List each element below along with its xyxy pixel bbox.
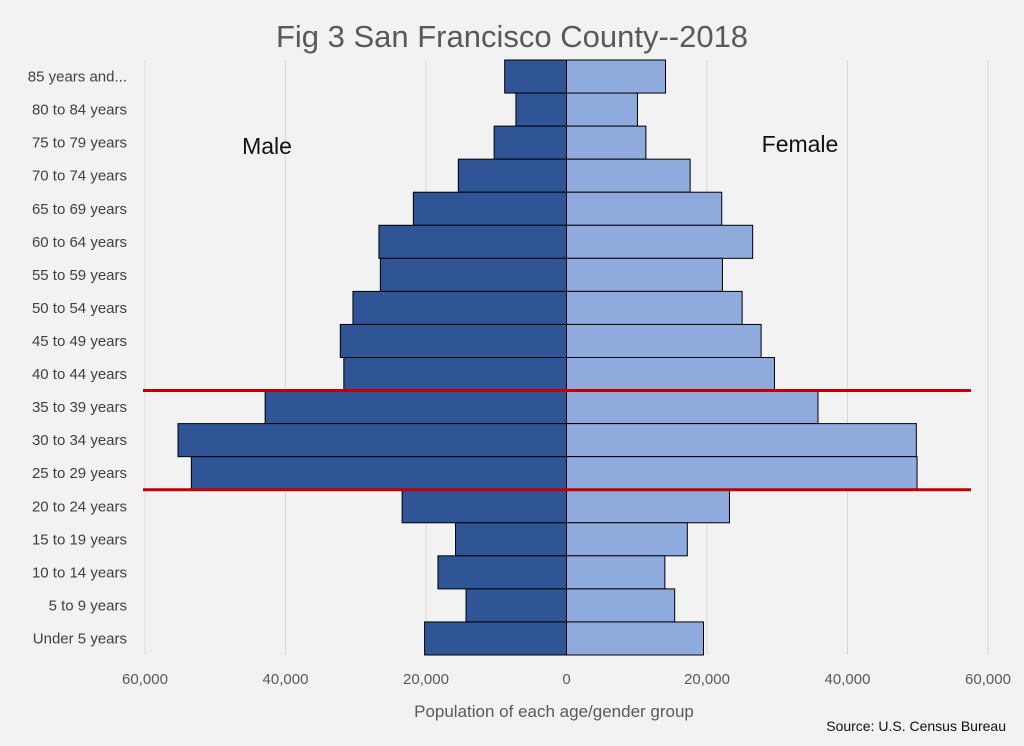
bar-female	[566, 588, 676, 623]
bar-male	[457, 158, 567, 193]
bar-male	[437, 555, 567, 590]
bar-female	[566, 59, 667, 94]
bar-male	[412, 191, 568, 226]
category-label: 15 to 19 years	[32, 531, 127, 548]
category-label: 60 to 64 years	[32, 234, 127, 251]
category-label: 10 to 14 years	[32, 564, 127, 581]
category-label: 70 to 74 years	[32, 168, 127, 185]
highlight-lines	[143, 389, 971, 492]
category-label: 45 to 49 years	[32, 333, 127, 350]
bar-female	[566, 390, 819, 425]
category-label: 35 to 39 years	[32, 399, 127, 416]
category-label: Under 5 years	[33, 630, 127, 647]
bar-male	[352, 290, 567, 325]
bar-male	[264, 390, 567, 425]
category-label: 65 to 69 years	[32, 201, 127, 218]
bar-female	[566, 555, 666, 590]
category-label: 85 years and...	[28, 69, 127, 86]
x-tick-label: 0	[562, 671, 570, 688]
male-annotation: Male	[242, 133, 292, 159]
bar-male	[378, 224, 567, 259]
bar-female	[566, 92, 638, 127]
category-label: 55 to 59 years	[32, 267, 127, 284]
bar-female	[566, 621, 704, 656]
bar-female	[566, 423, 917, 458]
category-label: 80 to 84 years	[32, 102, 127, 119]
bar-male	[493, 125, 567, 160]
bar-female	[566, 357, 775, 392]
bar-male	[401, 489, 567, 524]
bar-female	[566, 522, 688, 557]
bar-female	[566, 456, 918, 491]
category-label: 75 to 79 years	[32, 135, 127, 152]
bar-male	[465, 588, 568, 623]
bar-female	[566, 224, 754, 259]
x-axis-label: Population of each age/gender group	[414, 702, 694, 721]
x-tick-label: 40,000	[263, 671, 309, 688]
bar-male	[177, 423, 568, 458]
x-tick-label: 60,000	[965, 671, 1011, 688]
bar-male	[190, 456, 568, 491]
bar-male	[455, 522, 568, 557]
bar-female	[566, 191, 723, 226]
category-labels: 85 years and... 80 to 84 years 75 to 79 ye…	[28, 69, 127, 648]
bar-female	[566, 290, 743, 325]
female-annotation: Female	[762, 131, 839, 157]
category-label: 40 to 44 years	[32, 366, 127, 383]
x-tick-label: 20,000	[684, 671, 730, 688]
x-tick-label: 20,000	[403, 671, 449, 688]
x-tick-label: 60,000	[122, 671, 168, 688]
x-tick-label: 40,000	[825, 671, 871, 688]
category-label: 50 to 54 years	[32, 300, 127, 317]
category-label: 5 to 9 years	[49, 597, 127, 614]
bar-female	[566, 323, 762, 359]
bar-female	[566, 125, 647, 160]
bar-male	[424, 621, 567, 656]
bar-male	[515, 92, 567, 127]
bars	[177, 59, 918, 656]
bar-female	[566, 257, 723, 292]
bar-male	[339, 323, 568, 359]
bar-female	[566, 158, 691, 193]
bar-female	[566, 489, 730, 524]
x-tick-labels: 60,000 40,000 20,000 0 20,000 40,000 60,000	[122, 671, 1011, 688]
category-label: 20 to 24 years	[32, 498, 127, 515]
chart-title: Fig 3 San Francisco County--2018	[276, 19, 748, 54]
bar-male	[343, 357, 567, 392]
category-label: 25 to 29 years	[32, 465, 127, 482]
bar-male	[504, 59, 567, 94]
source-note: Source: U.S. Census Bureau	[826, 718, 1006, 734]
bar-male	[379, 257, 567, 292]
category-label: 30 to 34 years	[32, 432, 127, 449]
